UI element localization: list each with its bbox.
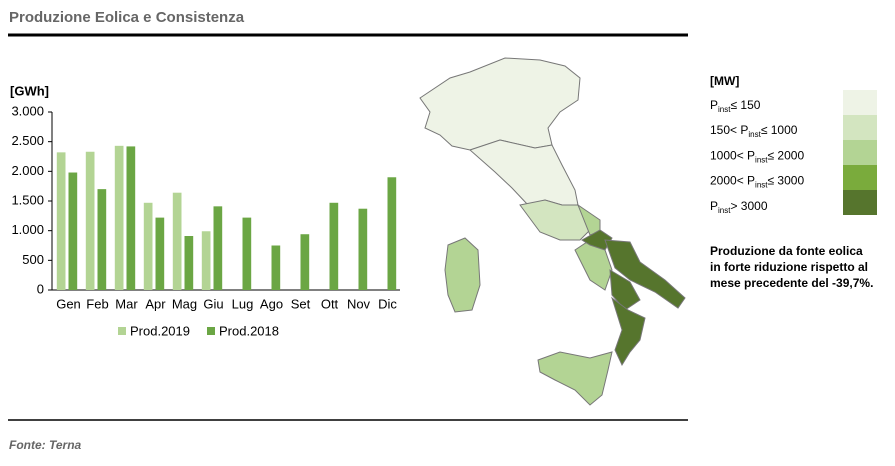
map-legend-sub: inst [748,130,761,139]
source: Fonte: Terna [9,438,82,452]
bar [97,189,107,290]
map-legend-swatch [843,90,877,115]
map-legend-suffix: > 3000 [730,199,767,213]
x-tick-label: Gen [56,296,81,311]
map-legend-suffix: ≤ 3000 [768,174,805,188]
y-tick-label: 500 [22,252,44,267]
x-tick-label: Nov [347,296,371,311]
bar [155,217,165,290]
map-legend-label: Pinst> 3000 [710,199,768,215]
bar [56,152,66,290]
bar [201,231,211,290]
y-tick-label: 2.500 [11,133,44,148]
map-legend-unit: [MW] [710,74,739,88]
legend-label: Prod.2019 [130,323,190,338]
y-tick-label: 0 [37,281,44,296]
bar [271,245,281,290]
map-legend-label: 1000< Pinst≤ 2000 [710,149,804,165]
x-tick-label: Dic [378,296,397,311]
note-line: mese precedente del -39,7%. [710,276,873,290]
x-tick-label: Set [291,296,311,311]
y-axis-label: [GWh] [10,83,49,98]
bar [358,208,368,290]
y-tick-label: 1.500 [11,192,44,207]
map-legend-prefix: P [710,199,718,213]
map-legend-suffix: ≤ 150 [730,98,760,112]
map-legend-swatch [843,140,877,165]
map-legend-sub: inst [718,105,731,114]
bar [126,146,136,290]
x-tick-label: Lug [232,296,254,311]
bar [184,236,194,290]
bar [300,234,310,290]
map-legend-sub: inst [755,156,768,165]
x-tick-label: Ott [321,296,339,311]
map-legend-sub: inst [718,206,731,215]
italy-map [419,57,686,406]
map-legend-suffix: ≤ 2000 [768,149,805,163]
bar [85,151,95,290]
note-line: in forte riduzione rispetto al [710,260,868,274]
bar [242,217,252,290]
legend-label: Prod.2018 [219,323,279,338]
map-legend-swatch [843,115,877,140]
y-tick-label: 2.000 [11,163,44,178]
y-tick-label: 1.000 [11,222,44,237]
map-legend-prefix: 150< P [710,123,748,137]
bar [213,206,223,290]
y-tick-label: 3.000 [11,103,44,118]
x-tick-label: Feb [86,296,108,311]
x-tick-label: Apr [145,296,166,311]
map-sardegna [444,237,481,313]
map-legend-label: 2000< Pinst≤ 3000 [710,174,804,190]
legend-swatch [118,327,126,335]
map-legend-swatch [843,190,877,215]
note-line: Produzione da fonte eolica [710,244,863,258]
map-legend-sub: inst [755,181,768,190]
map-legend-suffix: ≤ 1000 [761,123,798,137]
map-puglia [604,239,686,309]
map-sicilia [537,351,613,406]
map-legend-swatch [843,165,877,190]
bar [172,192,182,290]
bar [387,177,397,290]
map-north [419,57,581,151]
map-legend-prefix: 1000< P [710,149,755,163]
x-tick-label: Mar [115,296,138,311]
map-calabria [611,296,646,367]
x-tick-label: Mag [172,296,197,311]
map-legend-prefix: P [710,98,718,112]
x-tick-label: Ago [260,296,283,311]
page-title: Produzione Eolica e Consistenza [9,9,245,26]
legend-swatch [207,327,215,335]
bar [114,145,124,290]
bar [143,202,153,290]
bar [68,172,78,290]
x-tick-label: Giu [203,296,223,311]
map-legend-prefix: 2000< P [710,174,755,188]
map-basilicata [609,269,641,311]
map-legend-label: 150< Pinst≤ 1000 [710,123,798,139]
bar [329,202,339,290]
map-center [469,139,579,206]
map-legend-label: Pinst≤ 150 [710,98,761,114]
